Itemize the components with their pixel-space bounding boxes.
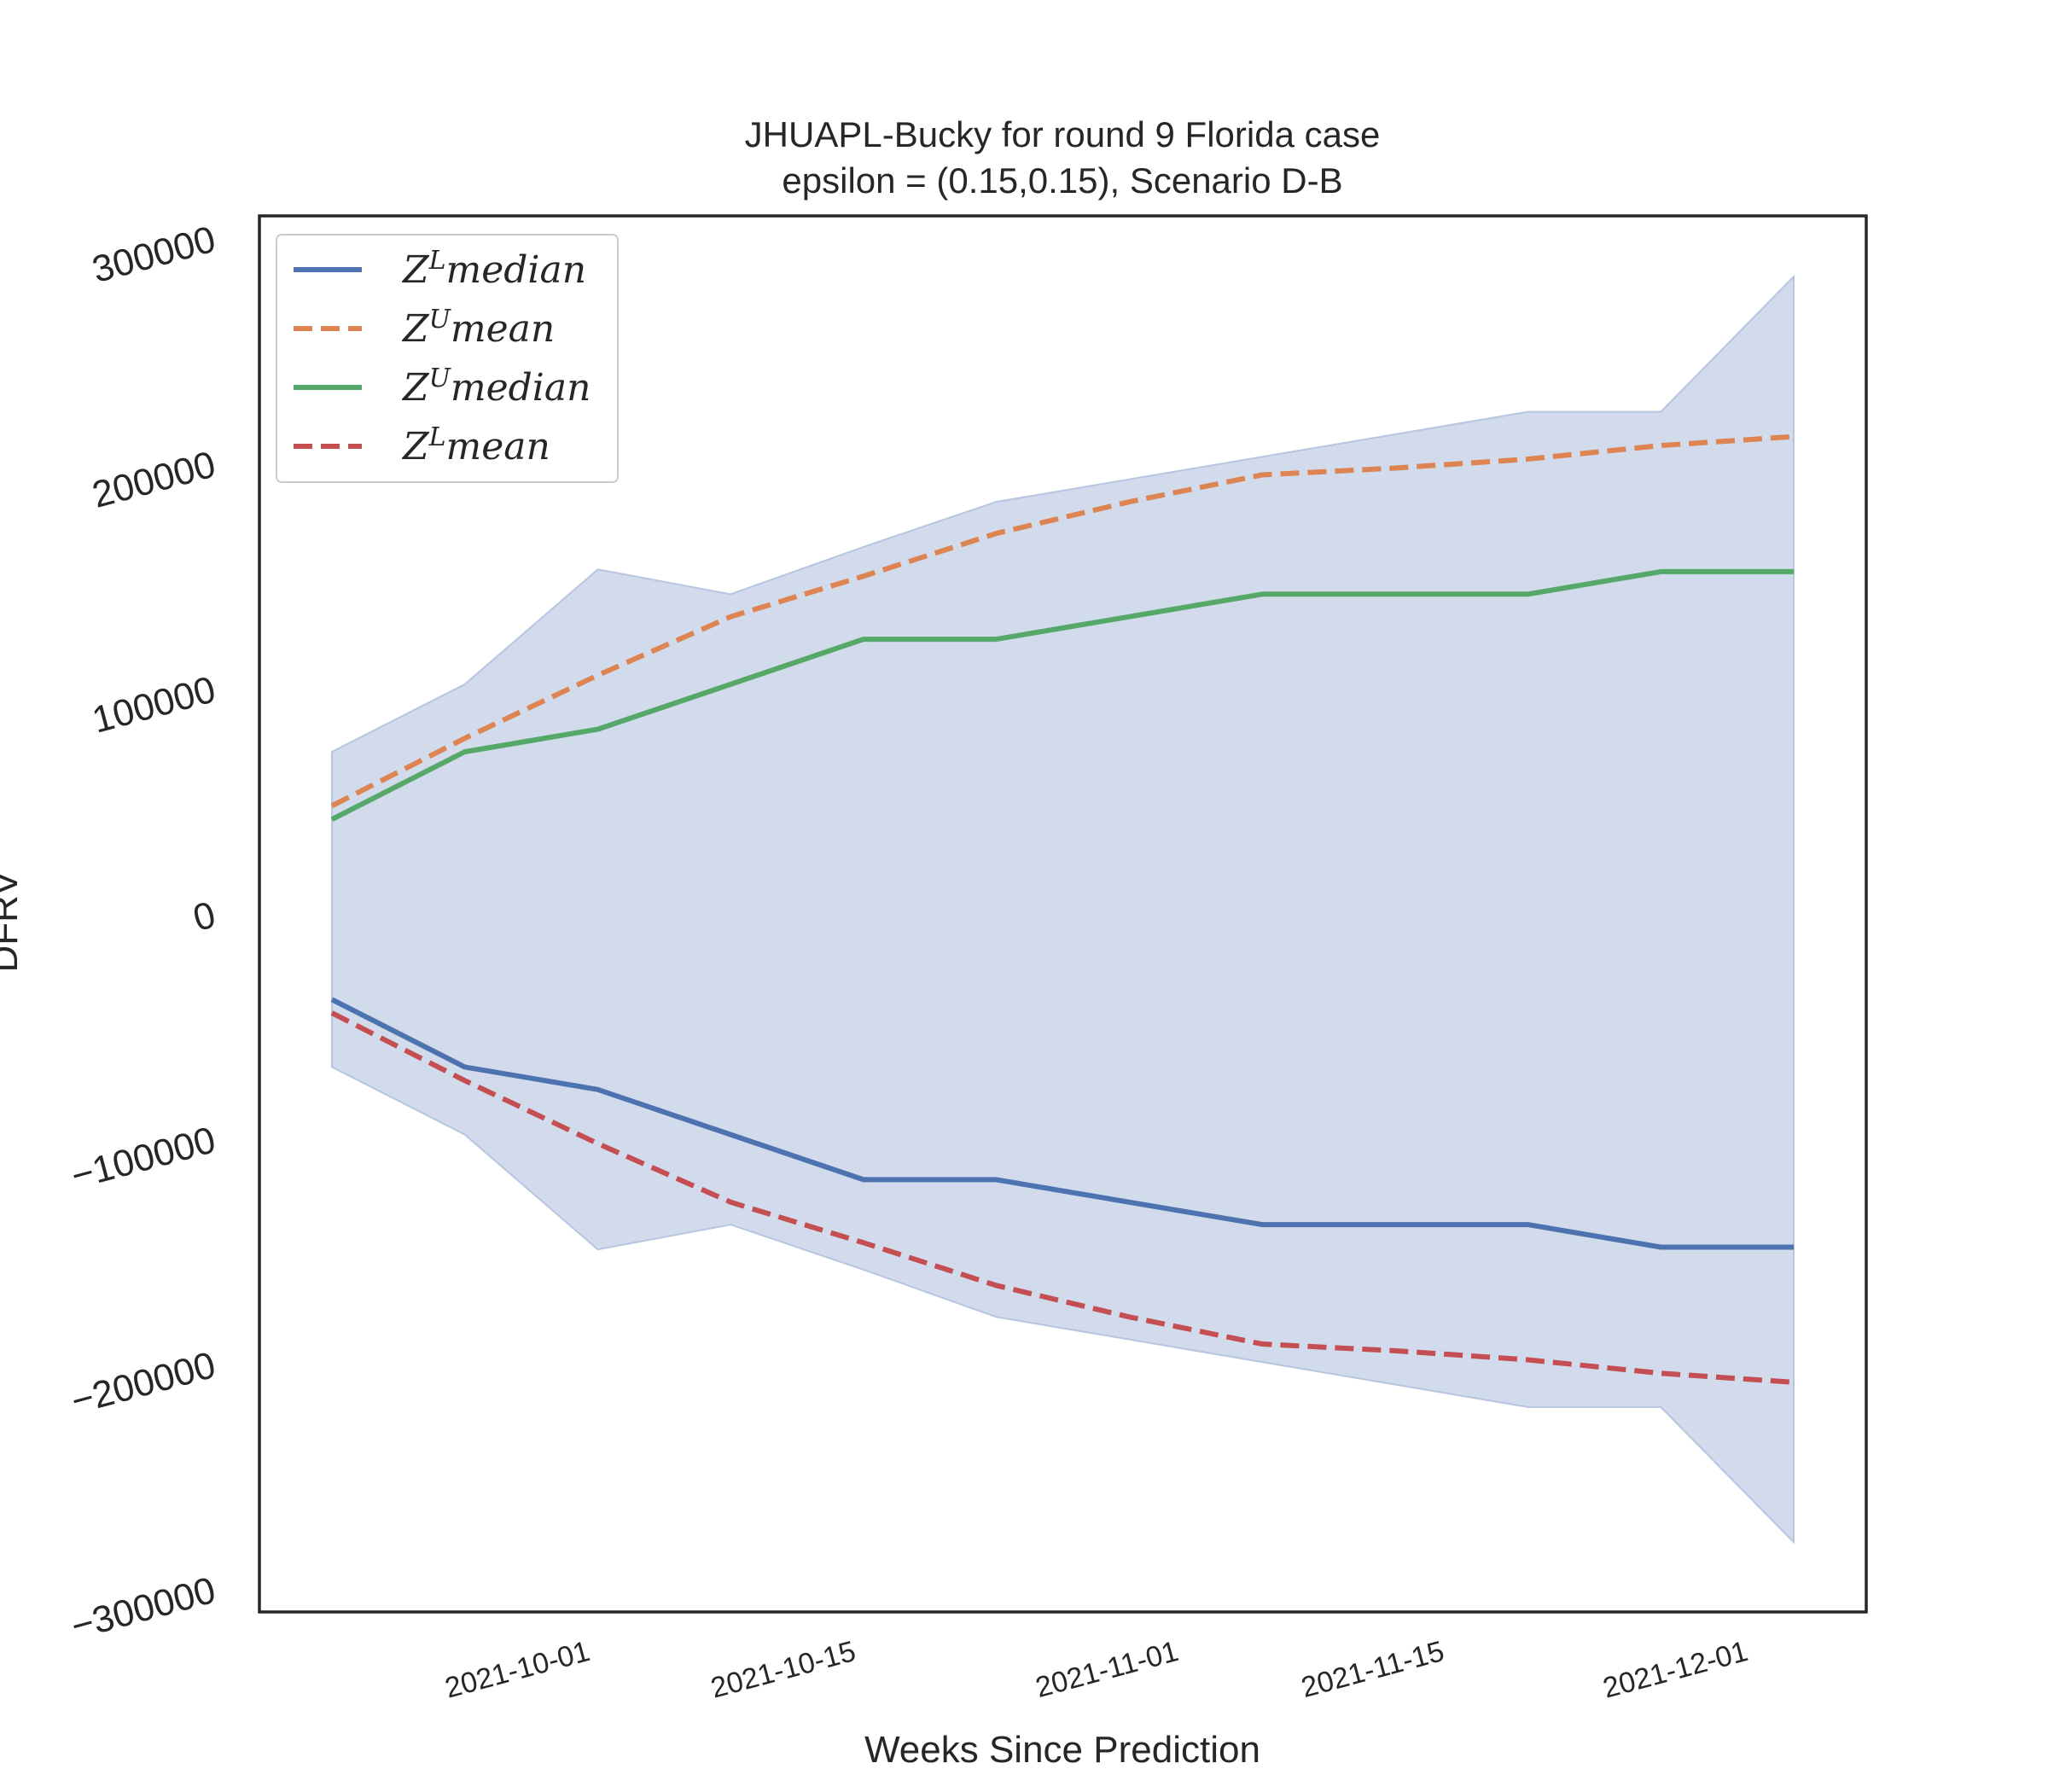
x-axis-label: Weeks Since Prediction xyxy=(864,1729,1260,1771)
legend-label: ZUmedian xyxy=(401,364,591,410)
y-tick-label: 100000 xyxy=(88,668,220,741)
series-line-1 xyxy=(330,997,1794,1250)
y-tick-label: 300000 xyxy=(88,218,220,291)
y-tick-label: −100000 xyxy=(67,1119,219,1197)
series-line-3 xyxy=(330,568,1794,822)
legend-label: ZUmean xyxy=(401,305,555,351)
legend-label: ZLmean xyxy=(401,422,550,468)
x-tick-labels: 2021-10-01 2021-10-15 2021-11-01 2021-11-15… xyxy=(441,1635,1751,1705)
x-tick-label: 2021-10-01 xyxy=(441,1635,593,1705)
legend: ZLmedian ZUmean ZUmedian ZLmean xyxy=(276,234,619,483)
y-tick-label: 200000 xyxy=(88,444,220,516)
x-tick-label: 2021-11-15 xyxy=(1298,1635,1447,1704)
x-tick-label: 2021-11-01 xyxy=(1033,1635,1182,1704)
chart-subtitle: epsilon = (0.15,0.15), Scenario D-B xyxy=(782,160,1342,201)
x-tick-label: 2021-12-01 xyxy=(1600,1635,1752,1705)
y-tick-label: −200000 xyxy=(67,1344,219,1423)
x-tick-label: 2021-10-15 xyxy=(707,1635,859,1705)
legend-box xyxy=(276,234,619,483)
y-axis-label: DFRV xyxy=(0,870,26,973)
plot-area xyxy=(330,274,1795,1545)
y-tick-label: −300000 xyxy=(67,1569,219,1648)
legend-label: ZLmedian xyxy=(401,246,586,292)
y-tick-labels: −300000 −200000 −100000 0 100000 200000 300000 xyxy=(67,218,219,1648)
axes-frame xyxy=(258,214,1868,1614)
chart-title: JHUAPL-Bucky for round 9 Florida case xyxy=(745,114,1381,154)
y-tick-label: 0 xyxy=(189,893,219,940)
